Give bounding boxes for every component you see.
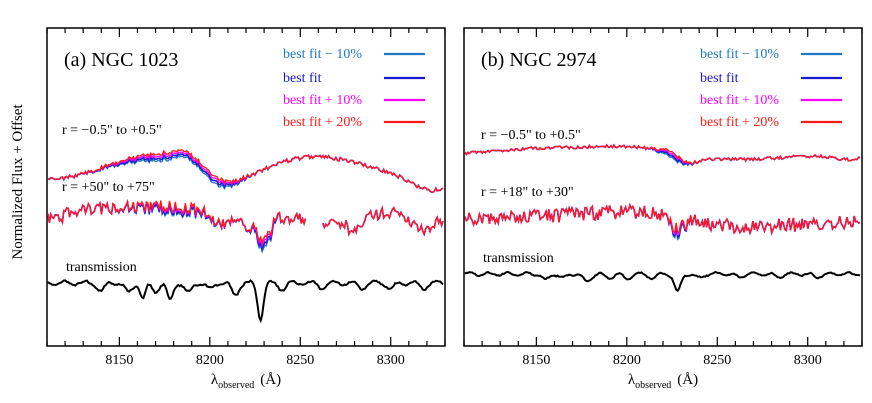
panel-b-annotation-outer: r = +18" to +30" <box>481 185 574 200</box>
panel-a-xtick-label-8250: 8250 <box>286 353 314 368</box>
panel-b-xtick-label-8250: 8250 <box>703 353 731 368</box>
panel-b-top-spectrum-plus10-seg0 <box>464 143 861 166</box>
panel-b-xlabel-main: λ <box>628 372 636 388</box>
panel-a-spectra <box>47 149 444 324</box>
panel-a-transmission-spectrum <box>47 279 444 324</box>
panel-a-xtick-label-8300: 8300 <box>377 353 405 368</box>
panel-b-mid-spectrum-plus20-seg0 <box>464 203 861 236</box>
panel-b-top-spectrum-best-seg0 <box>464 143 861 167</box>
panel-a-title: (a) NGC 1023 <box>64 49 178 71</box>
panel-a-legend-label-best: best fit <box>283 71 322 86</box>
panel-a-mid-spectrum-plus20-seg0 <box>47 198 307 245</box>
panel-a-legend: best fit − 10% best fit best fit + 10% b… <box>283 47 425 130</box>
panel-b-title: (b) NGC 2974 <box>481 49 597 71</box>
panel-a-xlabel: λobserved (Å) <box>211 372 281 391</box>
panel-b-transmission-spectrum <box>464 270 861 293</box>
panel-a-ticks: 8150 8200 8250 8300 <box>46 28 446 368</box>
panel-b-xlabel-unit: (Å) <box>677 372 698 388</box>
panel-a-annotation-outer: r = +50" to +75" <box>62 180 155 195</box>
panel-a-xlabel-sub: observed <box>218 380 254 391</box>
panel-a-annotation-center: r = −0.5" to +0.5" <box>62 123 162 138</box>
panel-b-legend-label-best: best fit <box>700 71 739 86</box>
panel-b-xtick-label-8200: 8200 <box>613 353 641 368</box>
panel-b-top-spectrum-plus20-seg0 <box>464 143 861 165</box>
panel-b-legend: best fit − 10% best fit best fit + 10% b… <box>700 47 842 130</box>
panel-b-xtick-label-8300: 8300 <box>794 353 822 368</box>
panel-ngc2974: (b) NGC 2974 best fit − 10% best fit bes… <box>463 27 863 391</box>
panel-b-annotation-center: r = −0.5" to +0.5" <box>481 128 581 143</box>
panel-a-xlabel-main: λ <box>211 372 219 388</box>
panel-a-xlabel-unit: (Å) <box>260 372 281 388</box>
panel-b-xlabel-sub: observed <box>635 380 671 391</box>
panel-a-legend-label-minus10: best fit − 10% <box>283 47 362 62</box>
panel-b-spectra <box>464 143 861 293</box>
panel-b-xtick-label-8150: 8150 <box>522 353 550 368</box>
panel-b-ticks: 8150 8200 8250 8300 <box>463 28 863 368</box>
panel-b-legend-label-plus20: best fit + 20% <box>700 115 779 130</box>
panel-a-legend-label-plus20: best fit + 20% <box>283 115 362 130</box>
panel-b-legend-label-minus10: best fit − 10% <box>700 47 779 62</box>
panel-a-xtick-label-8200: 8200 <box>196 353 224 368</box>
panel-b-annotation-transmission: transmission <box>483 251 554 266</box>
panel-ngc1023: (a) NGC 1023 best fit − 10% best fit bes… <box>46 27 446 391</box>
panel-a-mid-spectrum-plus20-seg1 <box>322 205 444 237</box>
panel-a-top-spectrum-plus20-seg0 <box>47 149 444 193</box>
panel-b-legend-label-plus10: best fit + 10% <box>700 93 779 108</box>
y-axis-label: Normalized Flux + Offset <box>10 104 26 260</box>
panel-a-legend-label-plus10: best fit + 10% <box>283 93 362 108</box>
panel-a-annotation-transmission: transmission <box>66 260 137 275</box>
panel-b-xlabel: λobserved (Å) <box>628 372 698 391</box>
panel-a-xtick-label-8150: 8150 <box>105 353 133 368</box>
